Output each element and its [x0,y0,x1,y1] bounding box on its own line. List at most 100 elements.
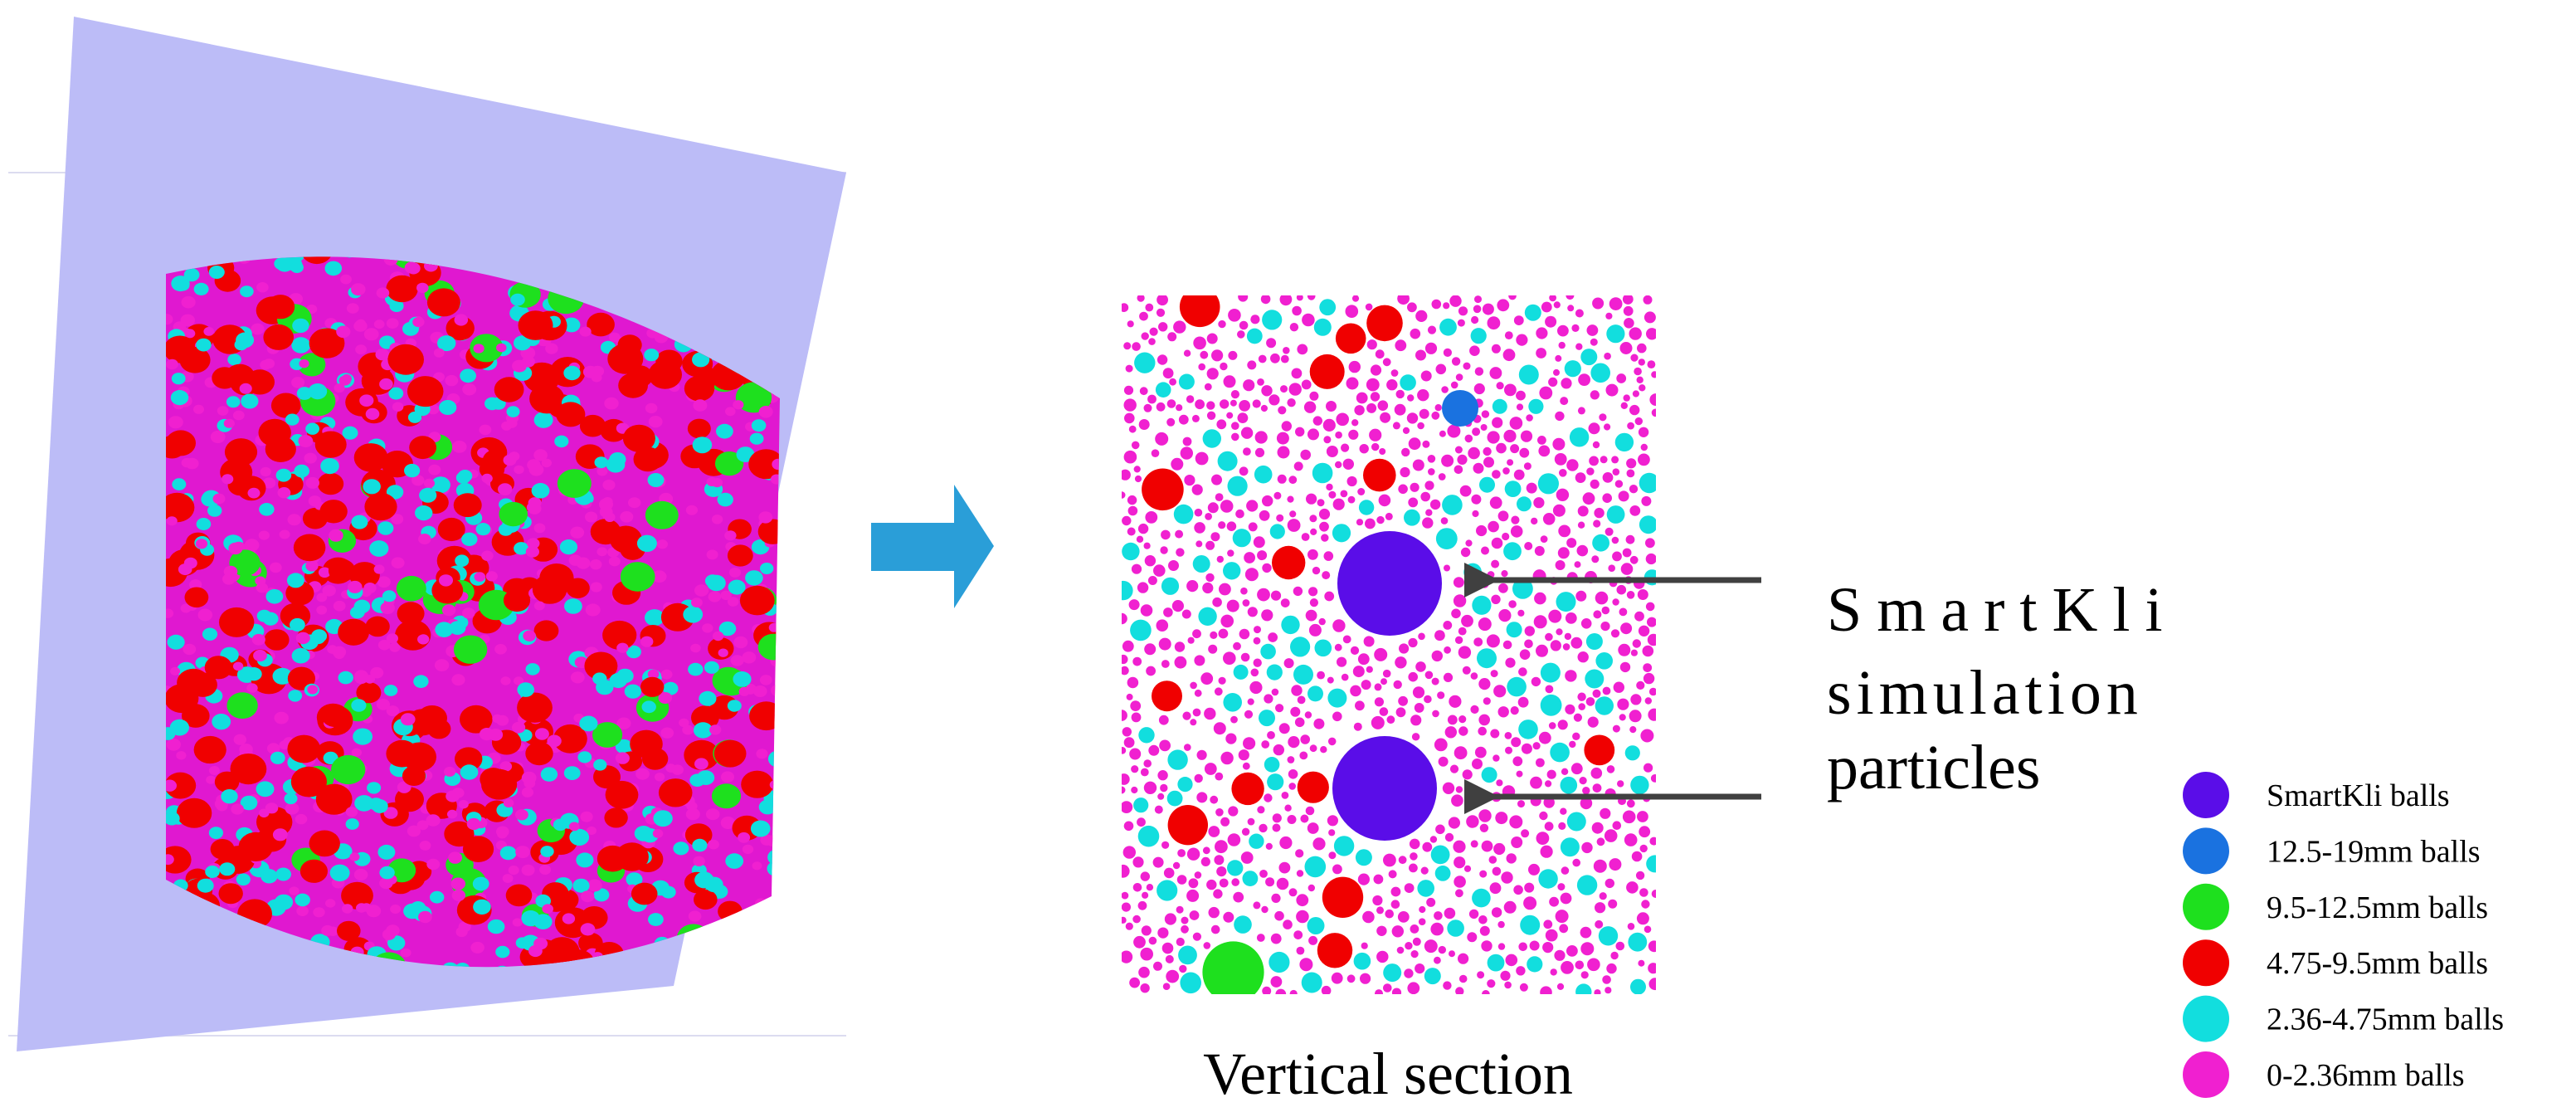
particle [512,721,526,734]
particle [705,808,720,821]
particle [1220,362,1228,371]
particle [1139,387,1148,396]
particle [1513,315,1524,325]
particle [1632,390,1639,398]
particle [1333,836,1355,856]
particle [562,317,581,333]
particle [1487,979,1496,988]
particle [1386,379,1398,391]
particle [1504,981,1512,989]
particle [1536,832,1550,845]
particle [598,498,614,511]
particle [1537,436,1546,445]
particle [1374,683,1382,691]
particle [1228,806,1239,817]
particle [1171,457,1184,471]
particle [269,562,282,573]
particle [1486,634,1500,648]
particle [1205,540,1215,550]
particle [1648,687,1656,696]
particle [1498,609,1512,622]
particle [1398,484,1408,495]
particle [1451,608,1461,619]
particle [1223,375,1236,388]
particle [1496,442,1507,454]
particle [1174,656,1187,669]
particle [1560,892,1572,905]
particle [427,719,451,739]
particle [1519,649,1531,660]
particle [690,643,701,653]
particle [1408,671,1418,682]
particle [1335,461,1342,469]
cylinder-particles [166,256,780,968]
particle [1215,493,1224,501]
particle [1394,403,1406,416]
particle [1472,888,1491,908]
particle [1303,401,1317,413]
particle [460,368,476,383]
particle [1122,747,1127,754]
particle [487,919,505,934]
particle [708,591,722,602]
particle [1618,490,1629,502]
particle [1498,583,1508,593]
particle [1626,881,1639,894]
particle [735,382,772,413]
particle [1434,866,1451,881]
particle [1470,672,1478,680]
particle [1385,512,1393,520]
particle [189,579,202,590]
particle [1605,987,1612,994]
particle [673,841,689,856]
section-label: Vertical section [1203,1041,1573,1107]
particle [1407,982,1420,994]
particle [426,288,460,317]
particle [1458,974,1468,983]
particle [338,618,369,646]
particle [1268,632,1278,642]
particle [1140,983,1150,993]
particle [289,886,299,895]
particle [1257,806,1265,814]
particle [1614,480,1624,488]
particle [1259,710,1275,727]
particle [1442,495,1463,515]
particle [1273,744,1285,756]
particle [231,803,244,815]
particle [1438,756,1449,767]
particle [392,402,404,412]
particle [1208,644,1218,654]
particle [718,648,728,657]
particle [1596,837,1605,846]
particle [479,728,494,741]
particle [531,483,550,499]
particle [1138,419,1150,430]
particle [1539,386,1553,400]
particle [1296,894,1309,907]
particle [1215,808,1224,817]
particle [1214,855,1225,866]
particle [1353,722,1362,731]
particle [382,590,397,602]
particle [1472,427,1481,437]
particle [503,454,517,466]
particle [1647,360,1656,368]
particle [1395,389,1405,399]
particle [604,807,628,828]
particle [1643,925,1652,934]
particle [166,846,192,874]
particle [1208,826,1220,837]
particle [1635,871,1645,880]
particle [183,268,200,282]
particle [1580,942,1595,956]
particle [419,841,431,851]
particle [631,882,658,905]
particle [495,945,510,958]
particle [1332,498,1345,510]
particle [1550,742,1570,763]
particle [419,487,437,503]
particle [1617,698,1629,710]
particle [197,878,214,893]
particle [1491,907,1502,918]
